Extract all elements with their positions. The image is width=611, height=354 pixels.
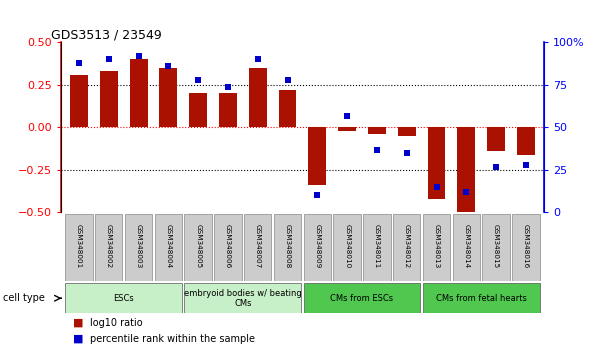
Bar (517, 127, 535, 155)
Point (283, 77, 293, 83)
Text: log10 ratio: log10 ratio (90, 318, 143, 328)
Point (193, 77, 203, 83)
Bar (130, 59, 147, 127)
Bar (249, 68, 266, 127)
Text: GSM348004: GSM348004 (166, 224, 171, 269)
Point (74, 60, 84, 66)
Point (402, 150, 412, 156)
Text: ■: ■ (73, 318, 84, 328)
Point (491, 164, 501, 169)
Bar (189, 93, 207, 127)
Point (223, 84, 233, 90)
Bar (279, 90, 296, 127)
Bar (274, 214, 301, 281)
Bar (423, 283, 540, 313)
Bar (398, 127, 415, 136)
Text: GSM348012: GSM348012 (404, 224, 410, 269)
Text: ESCs: ESCs (113, 294, 134, 303)
Bar (393, 214, 420, 281)
Point (431, 184, 441, 190)
Bar (244, 214, 271, 281)
Bar (159, 68, 177, 127)
Bar (487, 127, 505, 151)
Bar (304, 214, 331, 281)
Bar (309, 127, 326, 185)
Point (253, 57, 263, 62)
Bar (304, 283, 420, 313)
Bar (125, 214, 152, 281)
Bar (368, 127, 386, 134)
Bar (338, 127, 356, 131)
Text: GSM348016: GSM348016 (523, 224, 529, 269)
Text: GSM348009: GSM348009 (314, 224, 320, 269)
Text: CMs from ESCs: CMs from ESCs (331, 294, 393, 303)
Bar (95, 214, 122, 281)
Text: ■: ■ (73, 334, 84, 344)
Text: GSM348013: GSM348013 (434, 224, 439, 269)
Bar (453, 214, 480, 281)
Text: percentile rank within the sample: percentile rank within the sample (90, 334, 255, 344)
Bar (70, 75, 88, 127)
Text: GSM348010: GSM348010 (344, 224, 350, 269)
Bar (100, 72, 118, 127)
Bar (185, 214, 212, 281)
Text: cell type: cell type (3, 293, 45, 303)
Point (372, 147, 382, 152)
Text: GSM348006: GSM348006 (225, 224, 231, 269)
Bar (458, 127, 475, 212)
Text: embryoid bodies w/ beating
CMs: embryoid bodies w/ beating CMs (184, 289, 302, 308)
Text: GSM348007: GSM348007 (255, 224, 261, 269)
Point (134, 53, 144, 59)
Point (164, 63, 174, 69)
Bar (483, 214, 510, 281)
Bar (219, 93, 237, 127)
Text: GSM348003: GSM348003 (136, 224, 142, 269)
Text: GSM348011: GSM348011 (374, 224, 380, 269)
Text: GSM348015: GSM348015 (493, 224, 499, 269)
Bar (428, 127, 445, 199)
Bar (423, 214, 450, 281)
Bar (214, 214, 242, 281)
Point (342, 113, 352, 118)
Text: CMs from fetal hearts: CMs from fetal hearts (436, 294, 527, 303)
Point (461, 189, 471, 195)
Bar (65, 214, 93, 281)
Text: GSM348002: GSM348002 (106, 224, 112, 269)
Point (521, 162, 531, 168)
Bar (65, 283, 182, 313)
Bar (334, 214, 361, 281)
Text: GSM348008: GSM348008 (285, 224, 291, 269)
Point (312, 193, 322, 198)
Bar (185, 283, 301, 313)
Point (104, 57, 114, 62)
Text: GDS3513 / 23549: GDS3513 / 23549 (51, 28, 162, 41)
Bar (512, 214, 540, 281)
Bar (363, 214, 390, 281)
Text: GSM348005: GSM348005 (195, 224, 201, 269)
Text: GSM348014: GSM348014 (463, 224, 469, 269)
Bar (155, 214, 182, 281)
Text: GSM348001: GSM348001 (76, 224, 82, 269)
